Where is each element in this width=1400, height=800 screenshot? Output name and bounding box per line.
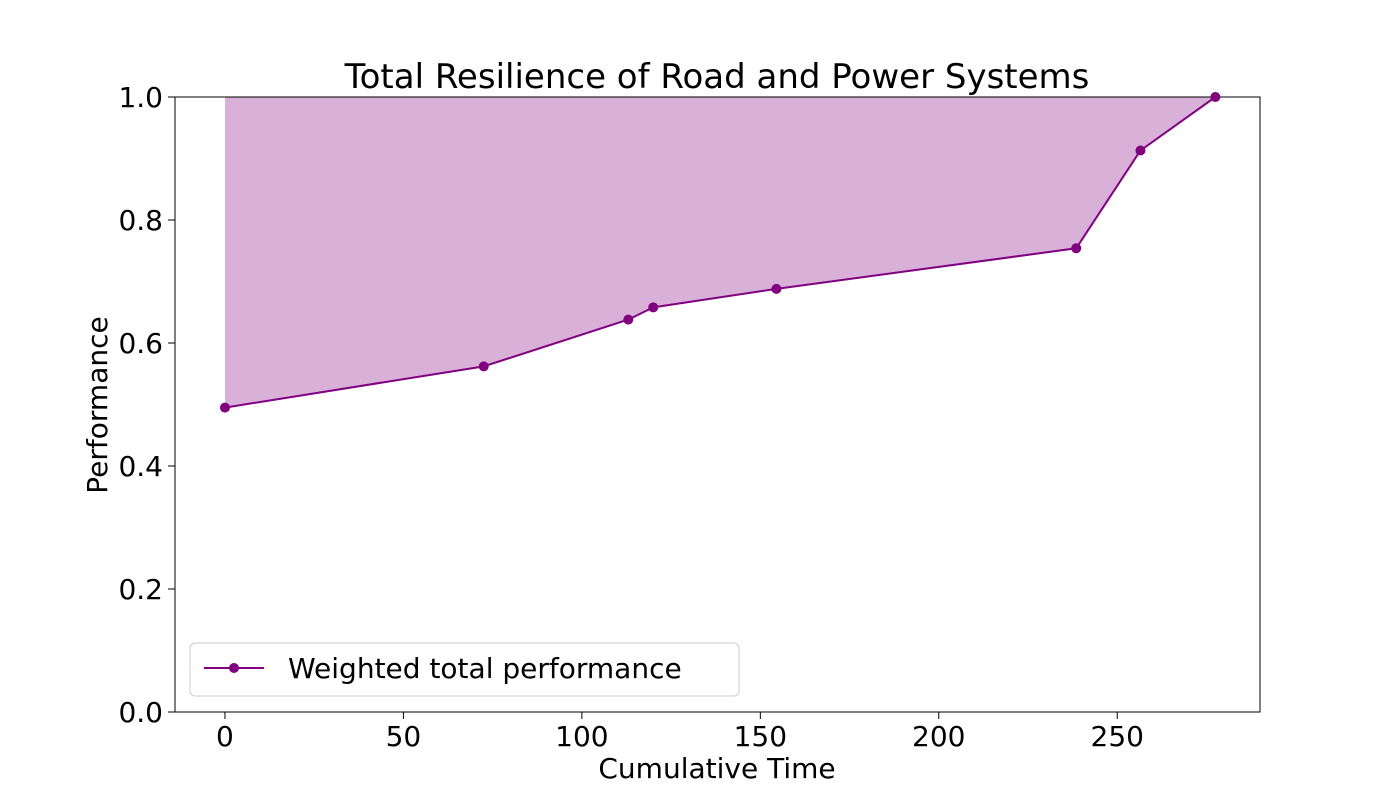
data-point xyxy=(1071,243,1082,254)
legend-label: Weighted total performance xyxy=(288,652,682,685)
legend-marker-swatch xyxy=(229,663,239,673)
y-tick-label: 0.4 xyxy=(118,450,163,483)
chart-title: Total Resilience of Road and Power Syste… xyxy=(344,57,1090,97)
legend: Weighted total performance xyxy=(189,642,740,697)
y-tick-label: 0.6 xyxy=(118,327,163,360)
data-point xyxy=(1135,145,1146,156)
data-point xyxy=(623,314,634,325)
x-tick-label: 200 xyxy=(912,720,965,753)
x-axis-label: Cumulative Time xyxy=(598,752,835,785)
data-point xyxy=(478,361,489,372)
data-point xyxy=(219,402,230,413)
x-tick-label: 0 xyxy=(216,720,234,753)
data-point xyxy=(1210,92,1221,102)
x-tick-label: 100 xyxy=(555,720,608,753)
y-tick-label: 0.8 xyxy=(118,204,163,237)
x-tick-label: 150 xyxy=(734,720,787,753)
x-axis-ticks: 0 50 100 150 200 250 xyxy=(216,712,1144,753)
y-tick-label: 1.0 xyxy=(118,81,163,114)
plot-frame xyxy=(174,96,1261,713)
legend-box xyxy=(189,642,740,697)
data-point xyxy=(648,302,659,313)
resilience-fill-area xyxy=(224,97,1216,408)
y-axis-label: Performance xyxy=(81,316,114,493)
series-line-weighted-total-performance xyxy=(224,96,1216,409)
y-tick-label: 0.0 xyxy=(118,696,163,729)
y-tick-label: 0.2 xyxy=(118,573,163,606)
y-axis-ticks: 0.0 0.2 0.4 0.6 0.8 1.0 xyxy=(118,81,175,729)
data-point xyxy=(771,283,782,294)
x-tick-label: 50 xyxy=(386,720,422,753)
series-points xyxy=(219,92,1221,413)
x-tick-label: 250 xyxy=(1091,720,1144,753)
